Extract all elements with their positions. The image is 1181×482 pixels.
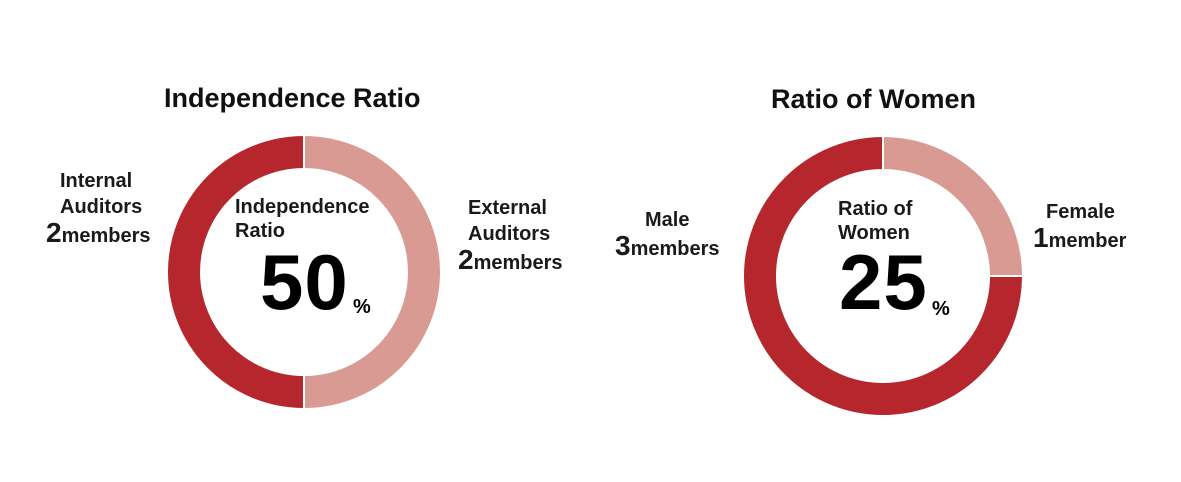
center-label-line: Ratio of (838, 198, 913, 220)
external-auditors-label: External Auditors 2members (458, 195, 563, 276)
center-label-independence: Independence Ratio (235, 195, 369, 243)
center-label-line: Women (838, 222, 910, 244)
women-ratio-value: 25 (839, 238, 928, 326)
male-label: Male 3members (615, 207, 720, 262)
chart-title-independence: Independence Ratio (164, 83, 421, 113)
slice-label-line: Auditors (60, 196, 143, 218)
donut-slice-internal-auditors (166, 133, 305, 411)
external-auditors-count: 2 (458, 244, 474, 275)
independence-ratio-value: 50 (260, 238, 349, 326)
male-count: 3 (615, 230, 631, 261)
female-count: 1 (1033, 222, 1049, 253)
external-auditors-unit: members (473, 252, 563, 274)
center-label-women: Ratio of Women (838, 197, 912, 245)
slice-label-line: Internal (60, 170, 133, 192)
women-ratio-unit: % (932, 298, 950, 320)
slice-label-line: External (468, 197, 547, 219)
female-unit: member (1048, 230, 1127, 252)
donut-slice-external-auditors (303, 133, 442, 411)
chart-title-women: Ratio of Women (771, 84, 976, 114)
female-label: Female 1member (1033, 199, 1127, 254)
center-label-line: Independence (235, 196, 370, 218)
independence-ratio-unit: % (353, 296, 371, 318)
male-unit: members (630, 238, 720, 260)
slice-label-line: Male (645, 209, 690, 231)
center-label-line: Ratio (235, 220, 285, 242)
internal-auditors-label: Internal Auditors 2members (46, 168, 151, 249)
slice-label-line: Auditors (468, 223, 551, 245)
internal-auditors-unit: members (61, 225, 151, 247)
donut-slice-male (742, 134, 1025, 417)
internal-auditors-count: 2 (46, 217, 62, 248)
slice-label-line: Female (1046, 201, 1115, 223)
